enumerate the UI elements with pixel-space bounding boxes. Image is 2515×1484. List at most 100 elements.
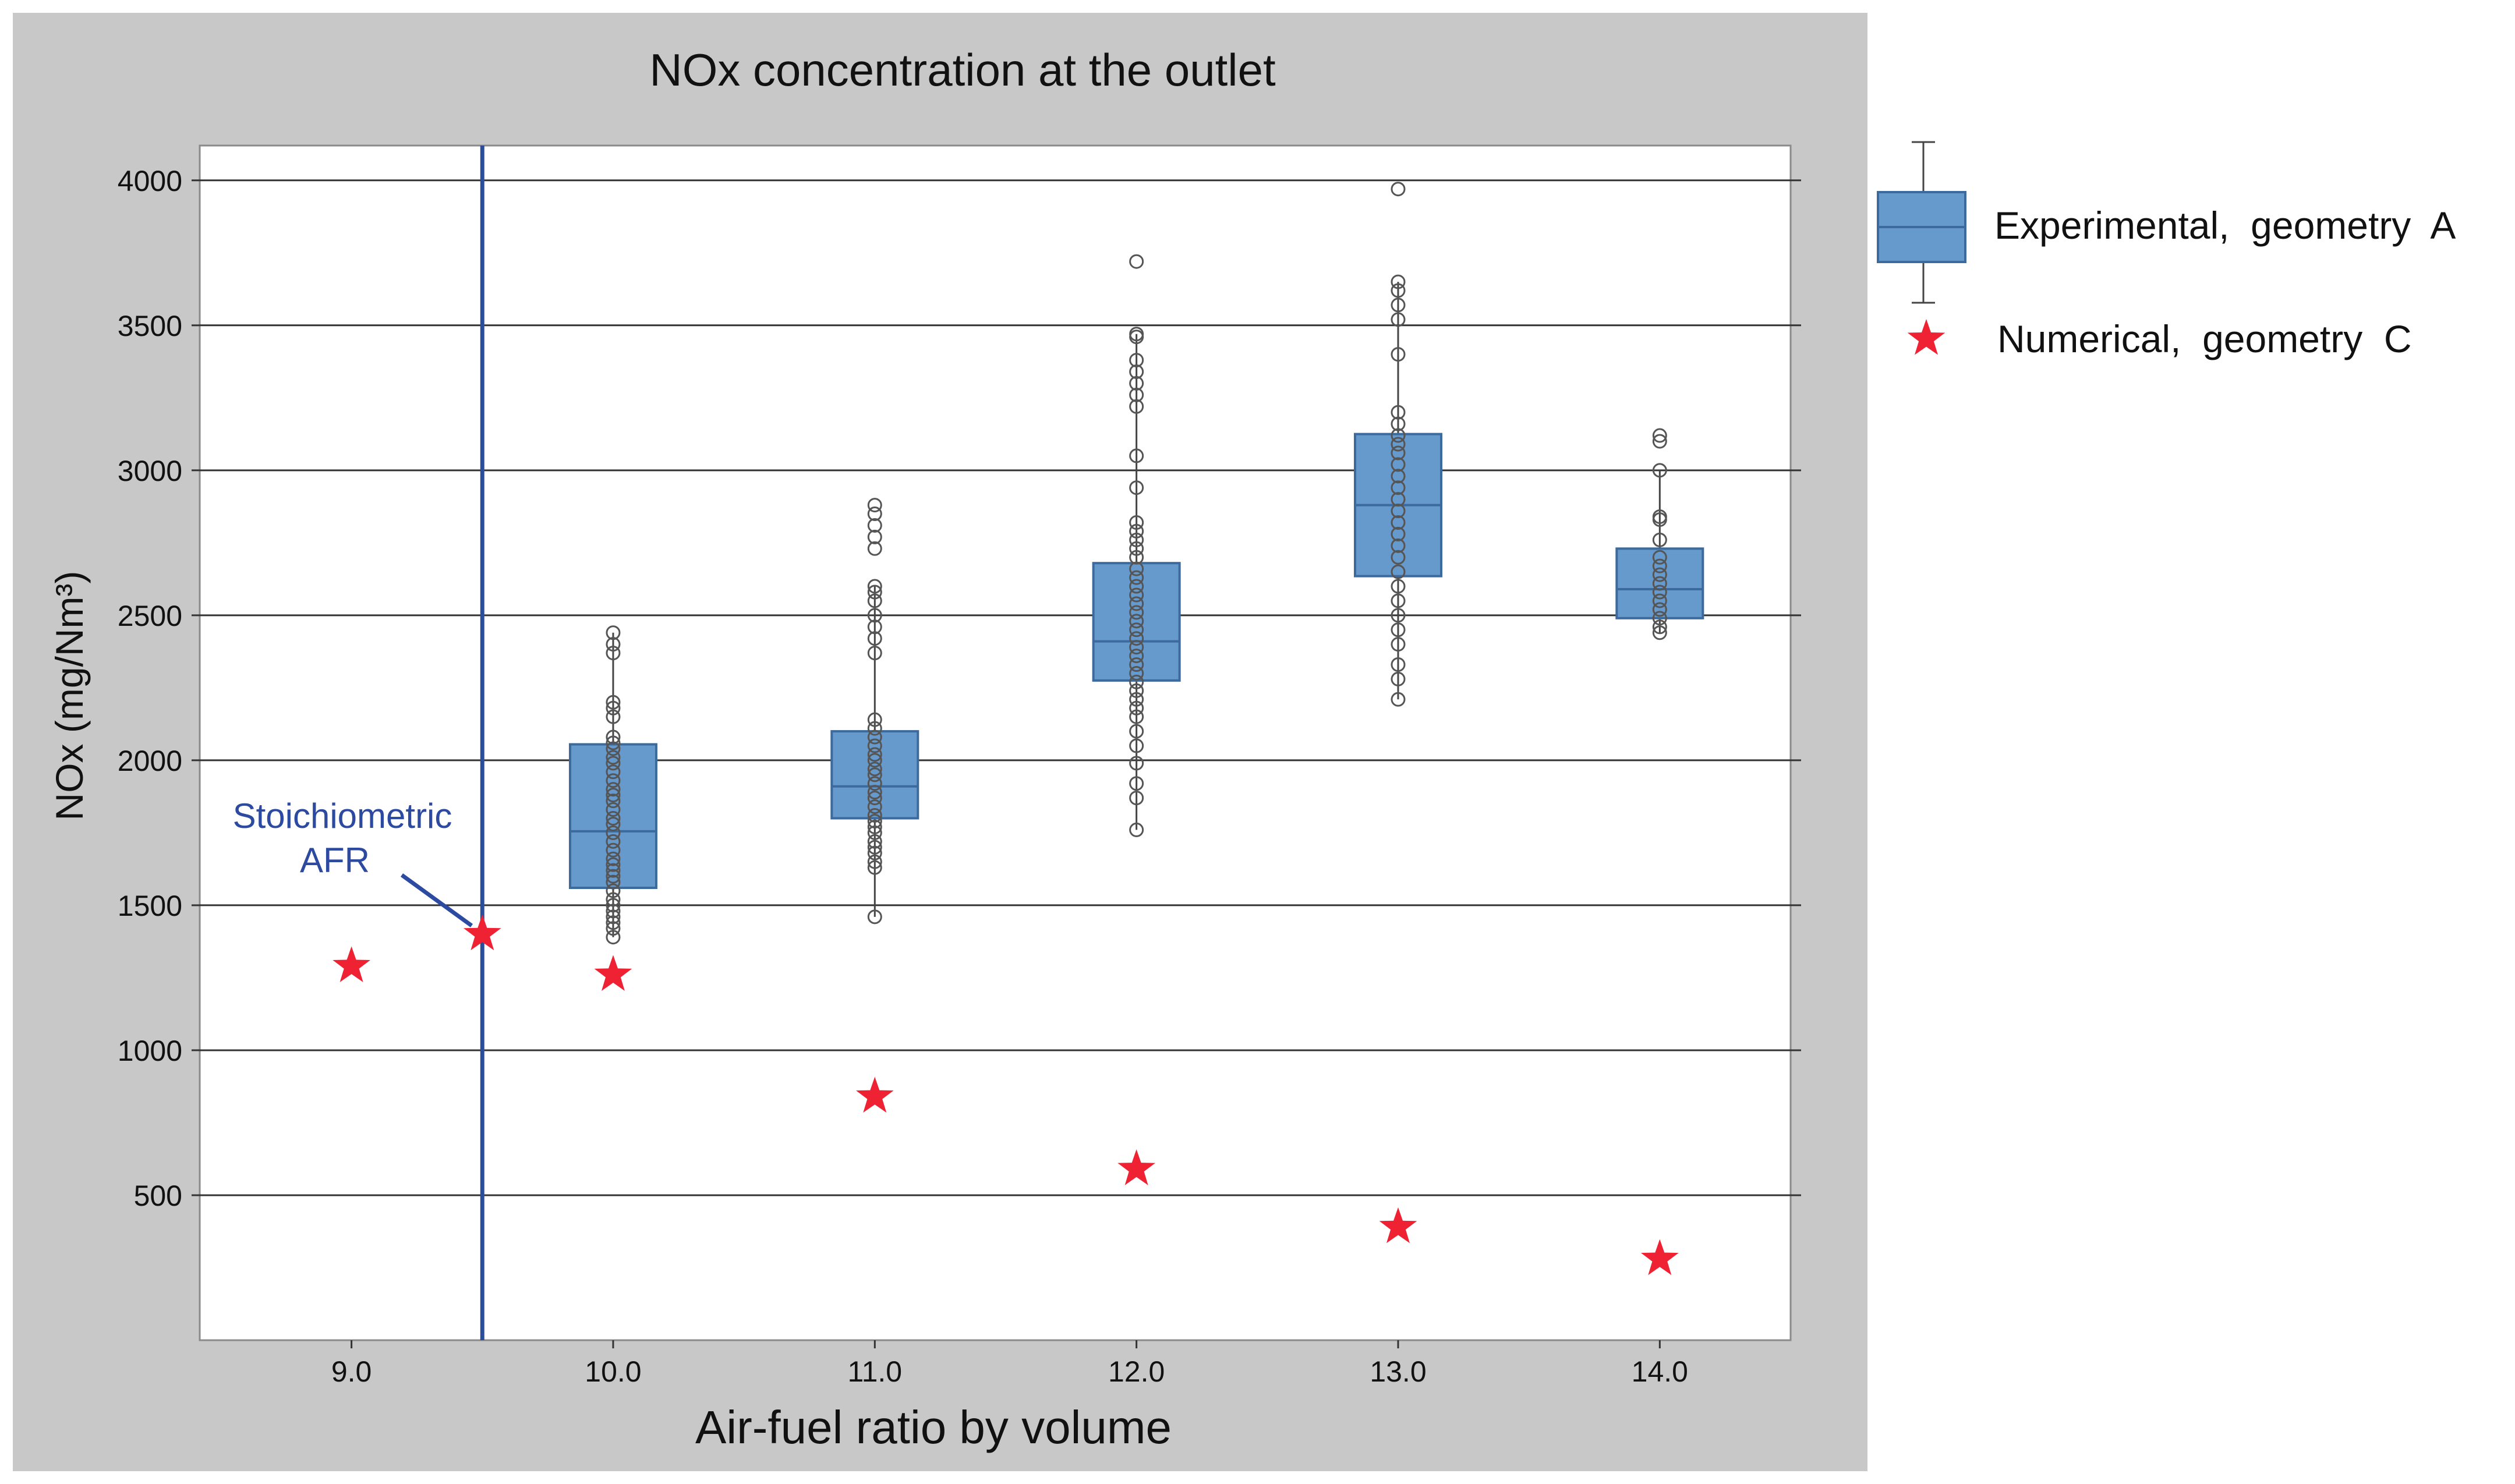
- box-point: [1652, 593, 1667, 608]
- box-point: [867, 738, 882, 753]
- numerical-star: [594, 955, 632, 991]
- box-point: [867, 808, 882, 823]
- legend-label-experimental: Experimental, geometry A: [1994, 204, 2456, 247]
- box-point: [606, 794, 621, 809]
- y-tick-label: 3000: [118, 455, 182, 487]
- box-point: [1391, 492, 1406, 507]
- box-point: [867, 776, 882, 791]
- box-point: [1652, 532, 1667, 547]
- box-point: [1129, 724, 1144, 739]
- box-point: [867, 646, 882, 661]
- numerical-star: [332, 946, 370, 982]
- box-point: [867, 845, 882, 860]
- box-point: [1129, 353, 1144, 368]
- y-tick-label: 1500: [118, 890, 182, 922]
- box-point: [1391, 312, 1406, 327]
- box-point: [867, 619, 882, 635]
- y-tick-label: 3500: [118, 310, 182, 342]
- box-point: [606, 892, 621, 907]
- box-point: [867, 860, 882, 875]
- box-point: [867, 762, 882, 777]
- x-tick-label: 14.0: [1632, 1355, 1688, 1388]
- box-point: [867, 518, 882, 533]
- box-point: [1391, 504, 1406, 519]
- box-point: [867, 529, 882, 544]
- numerical-stars: [332, 914, 1679, 1276]
- box-point: [1391, 637, 1406, 652]
- box-point: [867, 721, 882, 736]
- box-point: [867, 813, 882, 828]
- box-point: [1129, 692, 1144, 707]
- box-point: [867, 767, 882, 782]
- box-point: [606, 930, 621, 945]
- box-point: [606, 869, 621, 884]
- box-point: [867, 631, 882, 646]
- x-tick-label: 9.0: [331, 1355, 372, 1388]
- y-tick-label: 2500: [118, 600, 182, 632]
- box-point: [1391, 480, 1406, 495]
- y-ticks: 500 1000 1500 2000 2500 3000 3500 4000: [118, 165, 200, 1212]
- box-point: [1129, 587, 1144, 603]
- x-ticks: 9.0 10.0 11.0 12.0 13.0 14.0: [331, 1340, 1688, 1388]
- box-point: [606, 700, 621, 716]
- box-point: [1391, 457, 1406, 472]
- box-point: [1129, 700, 1144, 716]
- box-point: [1391, 405, 1406, 420]
- box-point: [606, 741, 621, 756]
- box-point: [1129, 550, 1144, 565]
- box-point: [867, 541, 882, 556]
- box-point: [606, 735, 621, 750]
- box-point: [1652, 550, 1667, 565]
- box-point: [1391, 445, 1406, 461]
- box-point: [867, 712, 882, 727]
- box-point: [1129, 579, 1144, 594]
- chart-title: NOx concentration at the outlet: [649, 44, 1276, 95]
- box-point: [867, 840, 882, 855]
- box-point: [1129, 605, 1144, 620]
- box-point: [606, 915, 621, 930]
- x-tick-label: 12.0: [1108, 1355, 1165, 1388]
- annotation-arrow: [400, 873, 473, 927]
- box-point: [1129, 480, 1144, 495]
- box-point: [1129, 822, 1144, 837]
- box-point: [1391, 593, 1406, 608]
- numerical-star: [464, 914, 501, 951]
- box-point: [1391, 692, 1406, 707]
- box-point: [867, 753, 882, 768]
- box: [1092, 562, 1181, 682]
- box-point: [1391, 657, 1406, 672]
- box-point: [1391, 515, 1406, 530]
- box-point: [1391, 564, 1406, 579]
- box-point: [867, 819, 882, 834]
- legend-star-icon: [1907, 319, 1946, 355]
- box-point: [1129, 596, 1144, 611]
- plot-area: [199, 144, 1792, 1341]
- box-point: [1391, 526, 1406, 541]
- box-point: [606, 816, 621, 831]
- box-point: [867, 593, 882, 608]
- annotation-afr: AFR: [300, 841, 370, 880]
- box-point: [867, 909, 882, 925]
- box-point: [1391, 622, 1406, 637]
- box-point: [867, 854, 882, 869]
- numerical-star: [856, 1076, 894, 1113]
- box-point: [1129, 570, 1144, 585]
- box-point: [1129, 649, 1144, 664]
- box-point: [606, 909, 621, 925]
- box-point: [606, 773, 621, 788]
- box-point: [606, 782, 621, 797]
- box-point: [606, 788, 621, 803]
- box-point: [1652, 428, 1667, 443]
- box-point: [1652, 602, 1667, 617]
- box-point: [1652, 558, 1667, 573]
- box-point: [1391, 347, 1406, 362]
- y-axis-label: NOx (mg/Nm³): [48, 571, 91, 821]
- box-point: [1129, 614, 1144, 629]
- box-point: [867, 585, 882, 600]
- box-point: [606, 857, 621, 872]
- numerical-star: [1117, 1149, 1155, 1185]
- box-point: [1129, 776, 1144, 791]
- box-point: [606, 756, 621, 771]
- box-point: [1129, 683, 1144, 698]
